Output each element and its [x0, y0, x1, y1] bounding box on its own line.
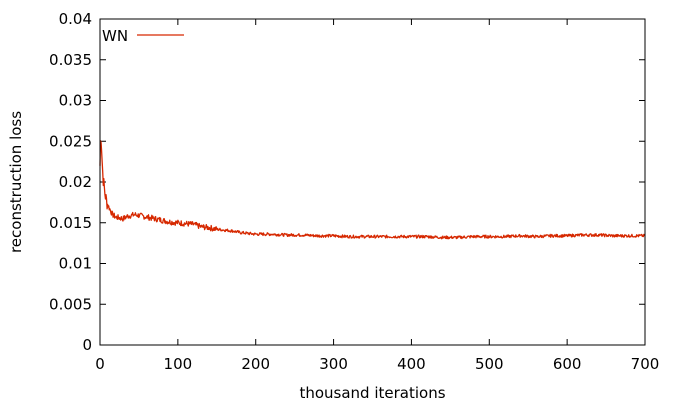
x-tick-label: 200 [241, 355, 270, 373]
x-tick-label: 100 [164, 355, 193, 373]
x-tick-label: 700 [631, 355, 660, 373]
legend: WN [102, 27, 184, 45]
y-tick-label: 0.03 [59, 92, 92, 110]
y-tick-label: 0.015 [49, 214, 92, 232]
y-tick-label: 0.025 [49, 132, 92, 150]
y-tick-label: 0.02 [59, 173, 92, 191]
y-tick-label: 0 [82, 336, 92, 354]
x-axis-ticks: 0 100 200 300 400 500 600 700 [95, 19, 659, 373]
x-axis-title: thousand iterations [299, 384, 445, 402]
x-tick-label: 0 [95, 355, 105, 373]
x-tick-label: 300 [319, 355, 348, 373]
y-axis-ticks: 0 0.005 0.01 0.015 0.02 0.025 0.03 0.035 0.04 [49, 10, 645, 354]
y-tick-label: 0.01 [59, 255, 92, 273]
x-tick-label: 600 [553, 355, 582, 373]
plot-frame [99, 18, 646, 346]
y-tick-label: 0.035 [49, 51, 92, 69]
x-tick-label: 500 [475, 355, 504, 373]
y-axis-title: reconstruction loss [7, 111, 25, 253]
y-tick-label: 0.005 [49, 295, 92, 313]
y-tick-label: 0.04 [59, 10, 92, 28]
series-line-wn [99, 140, 646, 240]
x-tick-label: 400 [397, 355, 426, 373]
legend-label-wn: WN [102, 27, 128, 45]
